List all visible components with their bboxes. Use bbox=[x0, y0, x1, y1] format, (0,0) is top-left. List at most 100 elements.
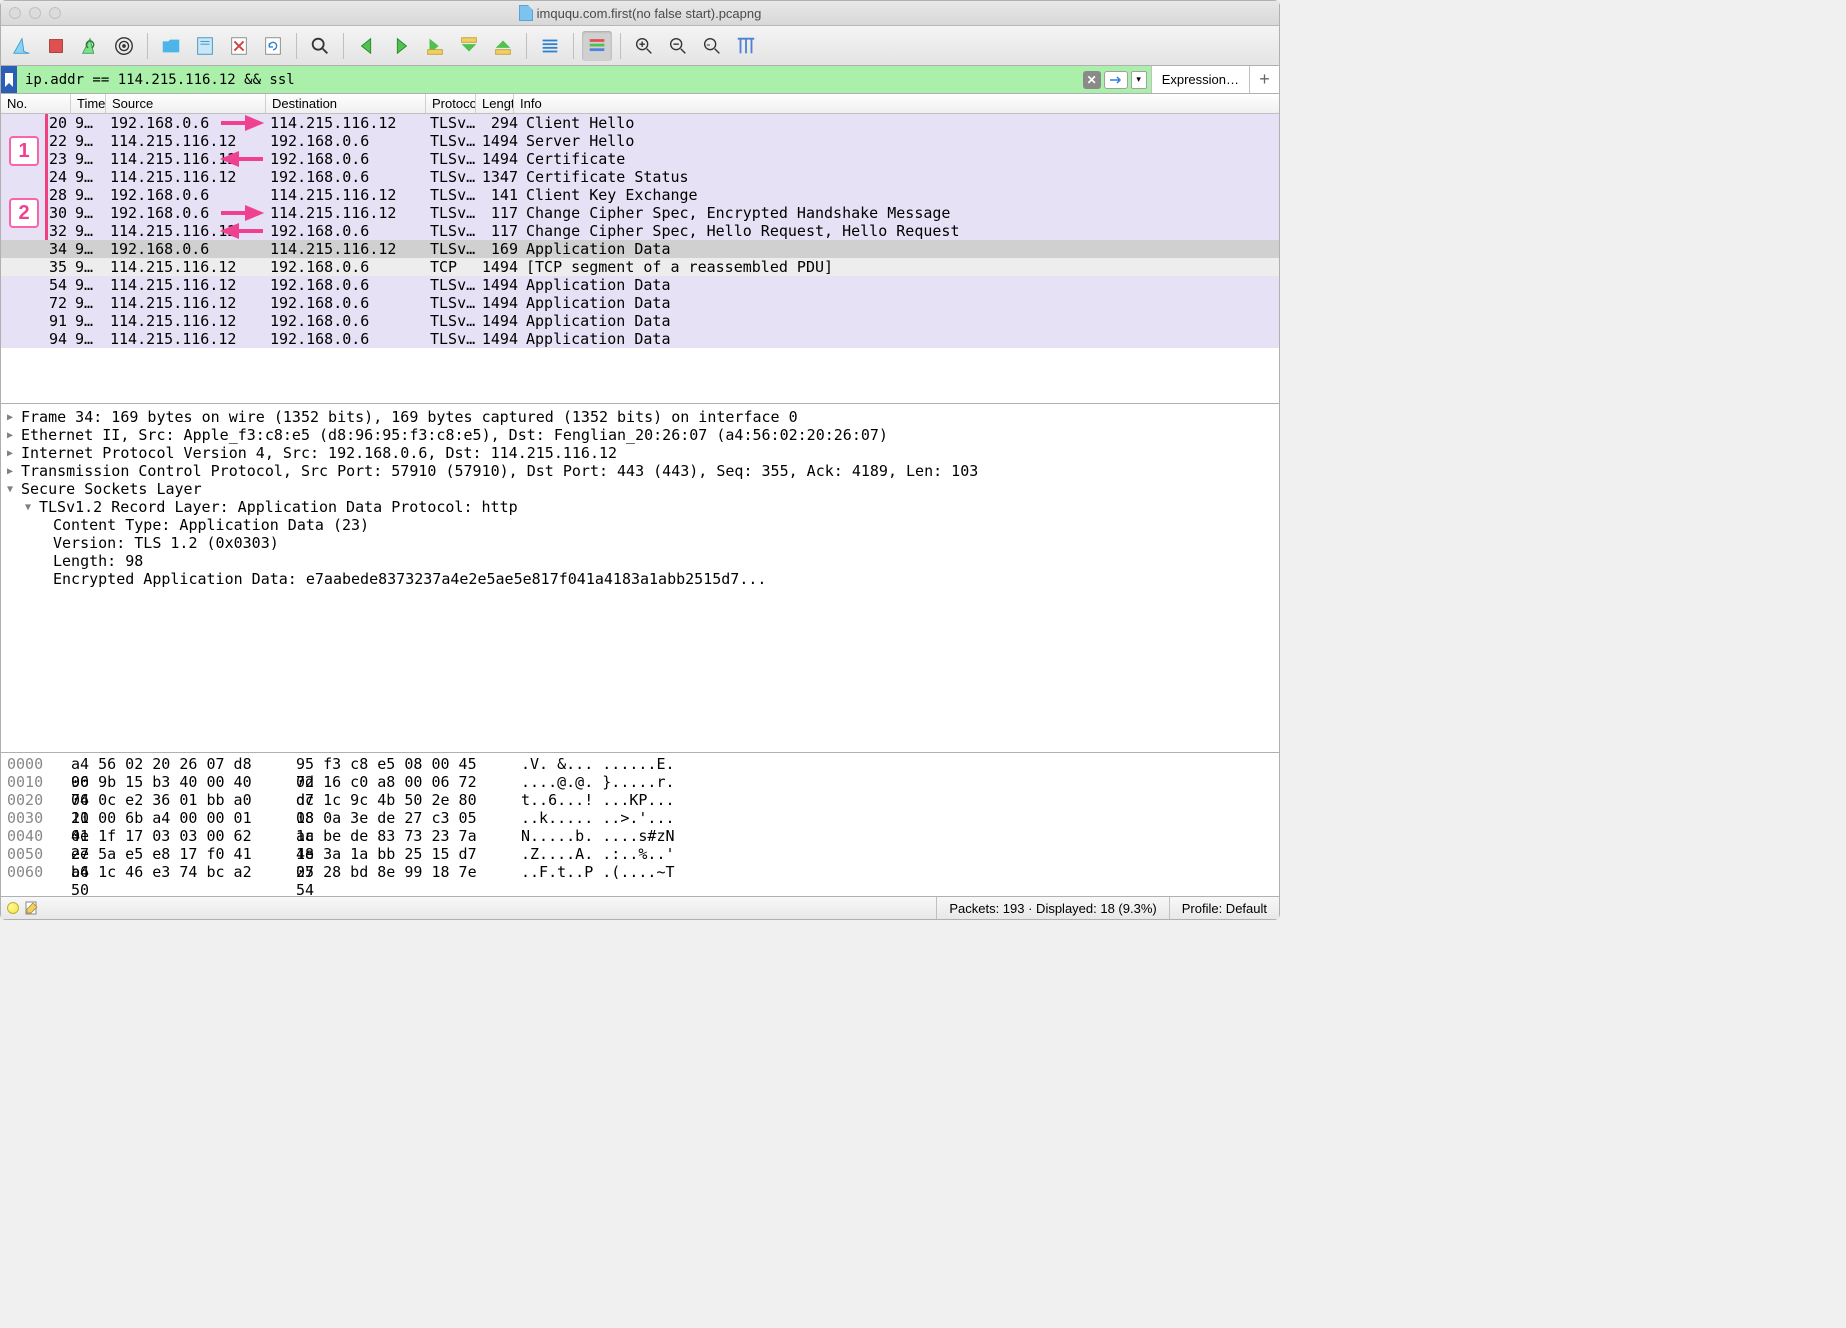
restart-capture-icon[interactable] bbox=[75, 31, 105, 61]
hex-row[interactable]: 0060b6 1c 46 e3 74 bc a2 5005 28 bd 8e 9… bbox=[7, 863, 1273, 881]
column-header-source[interactable]: Source bbox=[106, 94, 266, 113]
annotation-badge-1: 1 bbox=[9, 136, 39, 166]
main-toolbar: = bbox=[1, 26, 1279, 66]
expand-icon[interactable]: ▶ bbox=[7, 466, 21, 477]
detail-tls-record[interactable]: ▼TLSv1.2 Record Layer: Application Data … bbox=[7, 498, 1273, 516]
toolbar-separator bbox=[343, 33, 344, 59]
reload-file-icon[interactable] bbox=[258, 31, 288, 61]
detail-encrypted-data[interactable]: Encrypted Application Data: e7aabede8373… bbox=[7, 570, 1273, 588]
collapse-icon[interactable]: ▼ bbox=[25, 502, 39, 513]
add-filter-button[interactable]: + bbox=[1249, 66, 1279, 93]
window-title-text: imququ.com.first(no false start).pcapng bbox=[537, 6, 762, 21]
go-forward-icon[interactable] bbox=[386, 31, 416, 61]
titlebar: imququ.com.first(no false start).pcapng bbox=[1, 1, 1279, 26]
zoom-out-icon[interactable] bbox=[663, 31, 693, 61]
close-file-icon[interactable] bbox=[224, 31, 254, 61]
find-packet-icon[interactable] bbox=[305, 31, 335, 61]
auto-scroll-icon[interactable] bbox=[535, 31, 565, 61]
column-header-time[interactable]: Time bbox=[71, 94, 106, 113]
zoom-in-icon[interactable] bbox=[629, 31, 659, 61]
collapse-icon[interactable]: ▼ bbox=[7, 484, 21, 495]
status-profile[interactable]: Profile: Default bbox=[1169, 897, 1279, 919]
capture-options-icon[interactable] bbox=[109, 31, 139, 61]
filter-history-dropdown[interactable]: ▾ bbox=[1131, 71, 1147, 89]
hex-row[interactable]: 0000a4 56 02 20 26 07 d8 9695 f3 c8 e5 0… bbox=[7, 755, 1273, 773]
detail-frame[interactable]: ▶Frame 34: 169 bytes on wire (1352 bits)… bbox=[7, 408, 1273, 426]
svg-text:=: = bbox=[707, 41, 711, 48]
detail-version[interactable]: Version: TLS 1.2 (0x0303) bbox=[7, 534, 1273, 552]
packet-row[interactable]: 349…192.168.0.6114.215.116.12TLSv…169App… bbox=[1, 240, 1279, 258]
expand-icon[interactable]: ▶ bbox=[7, 430, 21, 441]
packet-row[interactable]: 729…114.215.116.12192.168.0.6TLSv…1494Ap… bbox=[1, 294, 1279, 312]
toolbar-separator bbox=[147, 33, 148, 59]
expand-icon[interactable]: ▶ bbox=[7, 448, 21, 459]
packet-row[interactable]: 329…114.215.116.12192.168.0.6TLSv…117Cha… bbox=[1, 222, 1279, 240]
packet-row[interactable]: 209…192.168.0.6114.215.116.12TLSv…294Cli… bbox=[1, 114, 1279, 132]
display-filter-input[interactable] bbox=[17, 66, 1083, 93]
open-file-icon[interactable] bbox=[156, 31, 186, 61]
expert-info-icon[interactable] bbox=[7, 902, 19, 914]
packet-row[interactable]: 289…192.168.0.6114.215.116.12TLSv…141Cli… bbox=[1, 186, 1279, 204]
detail-tcp[interactable]: ▶Transmission Control Protocol, Src Port… bbox=[7, 462, 1273, 480]
packet-row[interactable]: 249…114.215.116.12192.168.0.6TLSv…1347Ce… bbox=[1, 168, 1279, 186]
annotation-arrow-icon bbox=[219, 205, 265, 221]
go-back-icon[interactable] bbox=[352, 31, 382, 61]
packet-list-header: No. Time Source Destination Protocol Len… bbox=[1, 94, 1279, 114]
hex-row[interactable]: 00502e 5a e5 e8 17 f0 41 a418 3a 1a bb 2… bbox=[7, 845, 1273, 863]
annotation-arrow-icon bbox=[219, 151, 265, 167]
toolbar-separator bbox=[526, 33, 527, 59]
hex-row[interactable]: 00404e 1f 17 03 03 00 62 e7aa be de 83 7… bbox=[7, 827, 1273, 845]
packet-rows-container: 1 2 209…192.168.0.6114.215.116.12TLSv…29… bbox=[1, 114, 1279, 348]
toolbar-separator bbox=[573, 33, 574, 59]
detail-length[interactable]: Length: 98 bbox=[7, 552, 1273, 570]
packet-details-pane: ▶Frame 34: 169 bytes on wire (1352 bits)… bbox=[1, 404, 1279, 753]
zoom-window-button[interactable] bbox=[49, 7, 61, 19]
clear-filter-icon[interactable]: ✕ bbox=[1083, 71, 1101, 89]
packet-row[interactable]: 359…114.215.116.12192.168.0.6TCP1494[TCP… bbox=[1, 258, 1279, 276]
packet-row[interactable]: 549…114.215.116.12192.168.0.6TLSv…1494Ap… bbox=[1, 276, 1279, 294]
filter-bookmark-icon[interactable] bbox=[1, 66, 17, 93]
packet-row[interactable]: 239…114.215.116.12192.168.0.6TLSv…1494Ce… bbox=[1, 150, 1279, 168]
zoom-reset-icon[interactable]: = bbox=[697, 31, 727, 61]
annotation-group-line bbox=[45, 114, 48, 186]
stop-capture-icon[interactable] bbox=[41, 31, 71, 61]
column-header-info[interactable]: Info bbox=[514, 94, 1279, 113]
go-last-packet-icon[interactable] bbox=[488, 31, 518, 61]
shark-fin-icon[interactable] bbox=[7, 31, 37, 61]
display-filter-bar: ✕ ▾ Expression… + bbox=[1, 66, 1279, 94]
detail-content-type[interactable]: Content Type: Application Data (23) bbox=[7, 516, 1273, 534]
status-bar: Packets: 193 · Displayed: 18 (9.3%) Prof… bbox=[1, 897, 1279, 919]
column-header-destination[interactable]: Destination bbox=[266, 94, 426, 113]
hex-row[interactable]: 001000 9b 15 b3 40 00 40 067d 16 c0 a8 0… bbox=[7, 773, 1273, 791]
detail-ethernet[interactable]: ▶Ethernet II, Src: Apple_f3:c8:e5 (d8:96… bbox=[7, 426, 1273, 444]
column-header-length[interactable]: Length bbox=[476, 94, 514, 113]
annotation-arrow-icon bbox=[219, 115, 265, 131]
expression-button[interactable]: Expression… bbox=[1151, 66, 1249, 93]
packet-row[interactable]: 919…114.215.116.12192.168.0.6TLSv…1494Ap… bbox=[1, 312, 1279, 330]
edit-capture-comment-icon[interactable] bbox=[25, 901, 39, 915]
detail-ip[interactable]: ▶Internet Protocol Version 4, Src: 192.1… bbox=[7, 444, 1273, 462]
packet-row[interactable]: 309…192.168.0.6114.215.116.12TLSv…117Cha… bbox=[1, 204, 1279, 222]
toolbar-separator bbox=[296, 33, 297, 59]
colorize-packets-icon[interactable] bbox=[582, 31, 612, 61]
packet-row[interactable]: 229…114.215.116.12192.168.0.6TLSv…1494Se… bbox=[1, 132, 1279, 150]
apply-filter-icon[interactable] bbox=[1104, 71, 1128, 89]
column-header-protocol[interactable]: Protocol bbox=[426, 94, 476, 113]
annotation-arrow-icon bbox=[219, 223, 265, 239]
resize-columns-icon[interactable] bbox=[731, 31, 761, 61]
packet-row[interactable]: 949…114.215.116.12192.168.0.6TLSv…1494Ap… bbox=[1, 330, 1279, 348]
go-first-packet-icon[interactable] bbox=[454, 31, 484, 61]
document-icon bbox=[519, 5, 533, 21]
save-file-icon[interactable] bbox=[190, 31, 220, 61]
hex-row[interactable]: 003010 00 6b a4 00 00 01 0108 0a 3e de 2… bbox=[7, 809, 1273, 827]
go-to-packet-icon[interactable] bbox=[420, 31, 450, 61]
minimize-window-button[interactable] bbox=[29, 7, 41, 19]
expand-icon[interactable]: ▶ bbox=[7, 412, 21, 423]
annotation-badge-2: 2 bbox=[9, 198, 39, 228]
packet-bytes-pane: 0000a4 56 02 20 26 07 d8 9695 f3 c8 e5 0… bbox=[1, 753, 1279, 897]
hex-row[interactable]: 002074 0c e2 36 01 bb a0 21dc 1c 9c 4b 5… bbox=[7, 791, 1273, 809]
detail-ssl[interactable]: ▼Secure Sockets Layer bbox=[7, 480, 1273, 498]
close-window-button[interactable] bbox=[9, 7, 21, 19]
toolbar-separator bbox=[620, 33, 621, 59]
column-header-no[interactable]: No. bbox=[1, 94, 71, 113]
